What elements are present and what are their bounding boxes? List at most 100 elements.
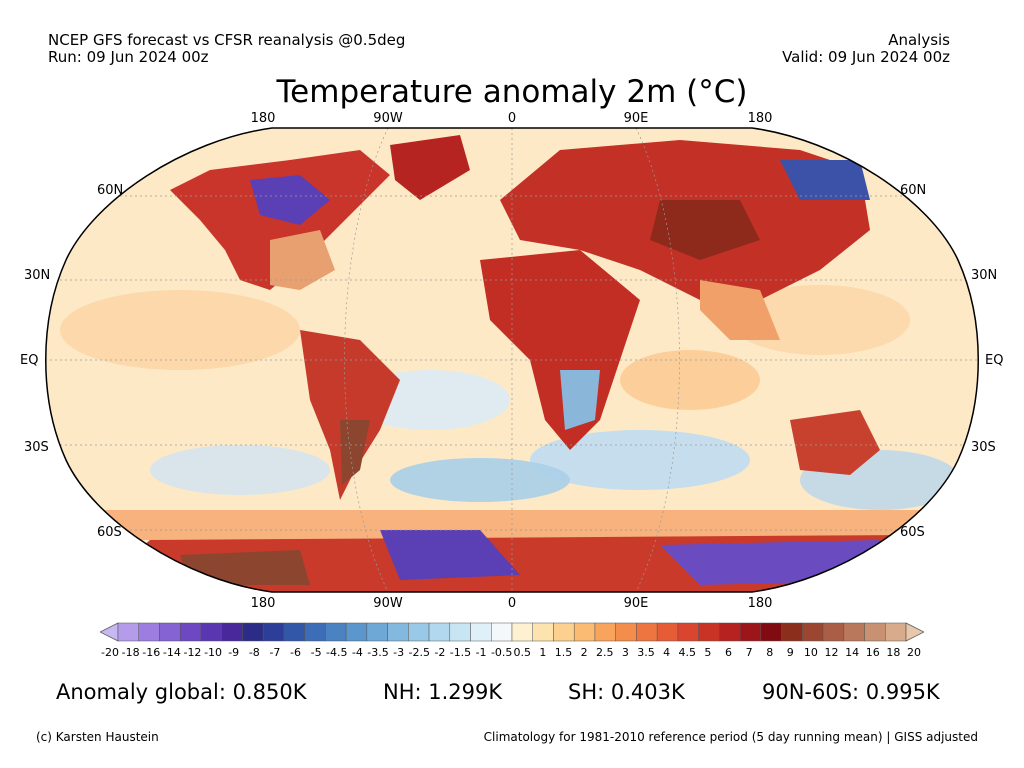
colorbar-tick-label: -12 — [183, 646, 202, 659]
analysis-label: Analysis — [888, 31, 950, 49]
colorbar-swatch — [739, 622, 762, 642]
lon-label-top: 90E — [623, 111, 649, 126]
colorbar-swatch — [366, 622, 388, 642]
colorbar-tick-label: -20 — [101, 646, 119, 659]
lat-label-right: 30S — [971, 440, 996, 455]
colorbar-tick-label: 10 — [803, 646, 818, 659]
colorbar-swatch — [138, 622, 160, 642]
valid-time: Valid: 09 Jun 2024 00z — [782, 48, 950, 66]
lon-label-bottom: 180 — [747, 596, 773, 611]
lon-label-bottom: 0 — [507, 596, 517, 611]
lat-label-right: 60N — [900, 183, 927, 198]
colorbar-swatch — [885, 622, 907, 642]
colorbar-tick-label: -2.5 — [408, 646, 430, 659]
colorbar-swatch — [677, 622, 699, 642]
colorbar-tick-label: -16 — [142, 646, 161, 659]
map-field — [45, 128, 979, 592]
anomaly-map — [45, 127, 979, 593]
colorbar-tick-label: -18 — [121, 646, 140, 659]
run-time: Run: 09 Jun 2024 00z — [48, 48, 209, 66]
colorbar-swatch — [781, 622, 803, 642]
colorbar-tick-label: 2 — [580, 646, 588, 659]
stat-arctic: 90N-60S: 0.995K — [762, 680, 940, 704]
colorbar-swatch — [179, 622, 202, 642]
colorbar-tick-label: -1 — [475, 646, 487, 659]
colorbar-swatch — [345, 622, 368, 642]
lat-label-left: 30N — [24, 268, 51, 283]
lon-label-top: 180 — [747, 111, 773, 126]
lat-label-right: 30N — [971, 268, 998, 283]
colorbar-swatch — [159, 622, 181, 642]
colorbar-swatch — [221, 622, 243, 642]
colorbar-swatch — [573, 622, 596, 642]
colorbar-swatch — [636, 622, 658, 642]
colorbar-arrow-high — [905, 622, 924, 642]
colorbar-swatch — [802, 622, 824, 642]
colorbar-tick-label: -1.5 — [449, 646, 472, 659]
lat-label-left: 30S — [24, 440, 49, 455]
colorbar-tick-label: 5 — [704, 646, 712, 659]
colorbar-swatch — [387, 622, 409, 642]
colorbar-tick-label: 9 — [786, 646, 794, 659]
colorbar-tick-label: -5 — [310, 646, 322, 659]
colorbar-swatch — [822, 622, 845, 642]
credit: (c) Karsten Haustein — [36, 730, 159, 744]
colorbar-swatch — [470, 622, 492, 642]
colorbar-swatch — [428, 622, 451, 642]
colorbar-tick-label: 3.5 — [637, 646, 655, 659]
colorbar-tick-label: -14 — [162, 646, 181, 659]
colorbar-swatch — [325, 622, 347, 642]
colorbar-tick-label: 4 — [663, 646, 671, 659]
colorbar-tick-label: 12 — [824, 646, 839, 659]
colorbar-swatch — [449, 622, 471, 642]
colorbar-tick-label: 0.5 — [513, 646, 532, 659]
lat-label-left: 60S — [97, 525, 122, 540]
colorbar-tick-label: 6 — [724, 646, 732, 659]
colorbar-tick-label: 3 — [621, 646, 629, 659]
colorbar-swatch — [760, 622, 782, 642]
colorbar-swatch — [719, 622, 741, 642]
colorbar-swatch — [615, 622, 637, 642]
lat-label-right: 60S — [900, 525, 925, 540]
colorbar-tick-label: -3 — [393, 646, 405, 659]
colorbar-swatch — [656, 622, 679, 642]
colorbar-tick-label: 16 — [865, 646, 880, 659]
climatology-note: Climatology for 1981-2010 reference peri… — [483, 730, 978, 744]
map-border — [45, 127, 979, 593]
colorbar-swatch — [283, 622, 305, 642]
lon-label-top: 180 — [250, 111, 276, 126]
lat-label-left: 60N — [97, 183, 124, 198]
stat-sh: SH: 0.403K — [568, 680, 685, 704]
model-info: NCEP GFS forecast vs CFSR reanalysis @0.… — [48, 31, 406, 49]
colorbar-tick-label: -10 — [204, 646, 223, 659]
colorbar-tick-label: 4.5 — [678, 646, 696, 659]
colorbar-swatch — [553, 622, 575, 642]
colorbar-tick-label: -3.5 — [367, 646, 389, 659]
colorbar-swatch — [511, 622, 533, 642]
lat-label-left: EQ — [20, 353, 39, 368]
colorbar-swatch — [491, 622, 513, 642]
lon-label-top: 0 — [507, 111, 517, 126]
lon-label-bottom: 90W — [373, 596, 403, 611]
colorbar-swatch — [843, 622, 865, 642]
colorbar-tick-label: 1.5 — [554, 646, 573, 659]
colorbar-tick-label: -2 — [434, 646, 446, 659]
lat-label-right: EQ — [985, 353, 1004, 368]
colorbar-swatch — [304, 622, 326, 642]
colorbar — [100, 622, 924, 642]
colorbar-swatch — [532, 622, 554, 642]
colorbar-swatch — [117, 622, 139, 642]
colorbar-swatch — [864, 622, 886, 642]
colorbar-swatch — [594, 622, 616, 642]
colorbar-tick-label: -7 — [269, 646, 281, 659]
lon-label-bottom: 180 — [250, 596, 276, 611]
colorbar-tick-label: -4.5 — [326, 646, 348, 659]
colorbar-swatch — [262, 622, 285, 642]
colorbar-tick-label: 18 — [886, 646, 901, 659]
colorbar-tick-label: -9 — [228, 646, 240, 659]
colorbar-tick-label: 7 — [745, 646, 753, 659]
colorbar-tick-label: -8 — [248, 646, 260, 659]
stat-nh: NH: 1.299K — [383, 680, 503, 704]
colorbar-tick-label: -4 — [351, 646, 363, 659]
colorbar-swatch — [698, 622, 720, 642]
